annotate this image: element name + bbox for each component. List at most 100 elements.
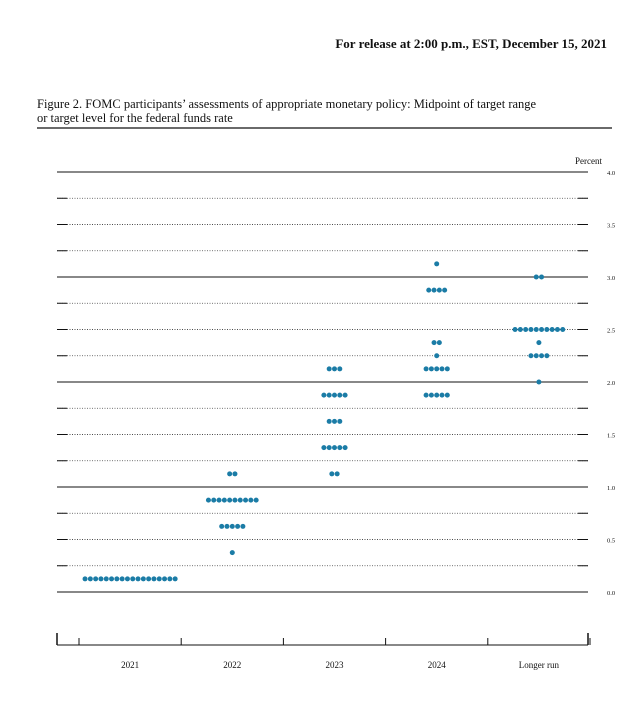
y-tick-label: 2.0 <box>607 380 615 387</box>
participant-dot <box>232 497 238 503</box>
participant-dot <box>240 523 246 529</box>
participant-dot <box>172 576 178 582</box>
participant-dot <box>98 576 104 582</box>
participant-dot <box>444 366 450 372</box>
y-tick-label: 3.5 <box>607 223 615 230</box>
participant-dot <box>533 327 539 332</box>
participant-dot <box>103 576 109 582</box>
participant-dot <box>528 353 534 359</box>
participant-dot <box>337 445 343 451</box>
participant-dot <box>431 287 437 293</box>
title-line: or target level for the federal funds ra… <box>37 111 233 125</box>
participant-dot <box>227 471 233 477</box>
participant-dot <box>423 366 429 372</box>
unit-label: Percent <box>575 156 602 166</box>
participant-dot <box>326 366 332 372</box>
participant-dot <box>544 327 550 332</box>
participant-dot <box>221 497 227 503</box>
participant-dot <box>156 576 162 582</box>
participant-dot <box>216 497 222 503</box>
participant-dot <box>329 471 335 477</box>
participant-dot <box>539 327 545 332</box>
participant-dot <box>426 287 432 293</box>
participant-dot <box>544 353 550 359</box>
participant-dot <box>512 327 518 332</box>
participant-dot <box>326 418 332 424</box>
participant-dot <box>211 497 217 503</box>
participant-dot <box>219 523 225 529</box>
participant-dot <box>140 576 146 582</box>
participant-dot <box>439 392 445 398</box>
participant-dot <box>434 366 440 372</box>
participant-dot <box>549 327 555 332</box>
participant-dot <box>93 576 99 582</box>
y-tick-label: 0.5 <box>607 538 615 545</box>
participant-dot <box>434 261 440 267</box>
participant-dot <box>533 274 539 280</box>
x-tick-label: 2023 <box>326 660 345 670</box>
participant-dot <box>227 497 233 503</box>
participant-dot <box>536 340 542 346</box>
x-tick-label: 2022 <box>223 660 241 670</box>
participant-dot <box>224 523 230 529</box>
participant-dot <box>235 523 241 529</box>
participant-dot <box>539 353 545 359</box>
participant-dot <box>326 392 332 398</box>
participant-dot <box>109 576 115 582</box>
participant-dot <box>321 392 327 398</box>
participant-dot <box>337 418 343 424</box>
participant-dot <box>517 327 523 332</box>
participant-dot <box>326 445 332 451</box>
participant-dot <box>135 576 141 582</box>
participant-dot <box>444 392 450 398</box>
participant-dot <box>523 327 529 332</box>
participant-dot <box>237 497 243 503</box>
participant-dot <box>342 392 348 398</box>
participant-dot <box>332 366 337 372</box>
participant-dot <box>87 576 93 582</box>
participant-dot <box>536 379 542 385</box>
participant-dot <box>332 418 337 424</box>
y-tick-label: 0.0 <box>607 590 615 597</box>
participant-dot <box>436 287 442 293</box>
x-tick-label: 2024 <box>428 660 447 670</box>
release-line: For release at 2:00 p.m., EST, December … <box>335 36 607 51</box>
y-tick-label: 3.0 <box>607 275 615 282</box>
x-tick-label: 2021 <box>121 660 139 670</box>
participant-dot <box>167 576 173 582</box>
participant-dot <box>332 392 337 398</box>
participant-dot <box>248 497 254 503</box>
participant-dot <box>321 445 327 451</box>
participant-dot <box>151 576 157 582</box>
y-tick-label: 1.5 <box>607 433 615 440</box>
participant-dot <box>114 576 120 582</box>
participant-dot <box>442 287 448 293</box>
y-tick-label: 2.5 <box>607 328 615 335</box>
participant-dot <box>332 445 337 451</box>
participant-dot <box>130 576 136 582</box>
participant-dot <box>334 471 340 477</box>
participant-dot <box>243 497 249 503</box>
participant-dot <box>342 445 348 451</box>
participant-dot <box>337 392 343 398</box>
participant-dot <box>436 340 442 346</box>
participant-dot <box>533 353 539 359</box>
title-line: Figure 2. FOMC participants’ assessments… <box>37 97 537 111</box>
participant-dot <box>232 471 238 477</box>
participant-dot <box>229 550 235 556</box>
participant-dot <box>205 497 211 503</box>
participant-dot <box>423 392 429 398</box>
participant-dot <box>82 576 88 582</box>
y-tick-label: 1.0 <box>607 485 615 492</box>
participant-dot <box>539 274 545 280</box>
participant-dot <box>146 576 152 582</box>
participant-dot <box>229 523 235 529</box>
participant-dot <box>434 353 440 359</box>
participant-dot <box>253 497 259 503</box>
participant-dot <box>124 576 130 582</box>
participant-dot <box>119 576 125 582</box>
participant-dot <box>162 576 168 582</box>
x-tick-label: Longer run <box>519 660 560 670</box>
participant-dot <box>428 366 434 372</box>
